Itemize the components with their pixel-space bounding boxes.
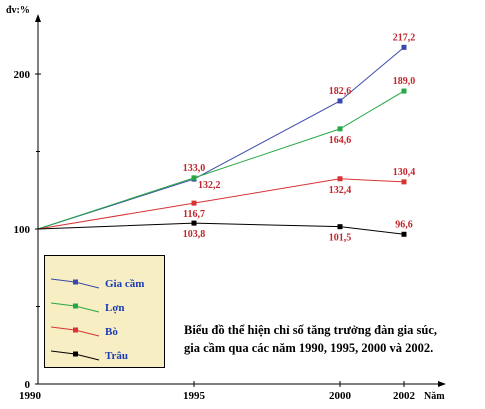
y-axis-arrow xyxy=(35,14,41,22)
legend-swatch xyxy=(50,326,100,337)
data-label: 164,6 xyxy=(329,135,352,146)
legend-swatch xyxy=(50,278,100,289)
legend-swatch-marker xyxy=(73,327,78,333)
data-point xyxy=(191,220,197,226)
data-label: 132,2 xyxy=(198,180,221,191)
x-tick-label: 1990 xyxy=(19,390,42,402)
x-axis-arrow xyxy=(438,381,446,387)
legend-label: Gia cầm xyxy=(105,278,145,290)
legend-item: Trâu xyxy=(45,348,166,366)
data-point xyxy=(191,175,197,181)
legend-swatch-marker xyxy=(73,351,78,357)
tick-labels: 0 100 200 1990 1995 2000 2002 đv:% Năm xyxy=(6,5,445,402)
data-points xyxy=(191,44,407,237)
data-label: 103,8 xyxy=(183,229,206,240)
legend-label: Lợn xyxy=(105,302,125,314)
data-label: 96,6 xyxy=(395,219,413,230)
legend-swatch xyxy=(50,302,100,313)
y-tick-label: 200 xyxy=(14,69,31,81)
data-point xyxy=(337,176,343,182)
legend-label: Trâu xyxy=(105,350,129,362)
data-point xyxy=(337,126,343,132)
y-tick-label: 0 xyxy=(25,379,31,391)
series-line xyxy=(37,90,405,230)
chart-title: Biểu đồ thể hiện chỉ số tăng trưởng đàn … xyxy=(184,321,484,357)
x-tick-label: 1995 xyxy=(183,390,206,402)
data-point xyxy=(401,231,407,237)
data-point xyxy=(337,224,343,230)
legend-item: Gia cầm xyxy=(45,276,166,294)
legend-swatch-marker xyxy=(73,279,78,285)
series-line xyxy=(37,178,405,230)
axes xyxy=(35,14,446,387)
data-label: 189,0 xyxy=(393,76,416,87)
y-axis-title: đv:% xyxy=(6,5,30,16)
data-point xyxy=(401,88,407,94)
data-label: 132,4 xyxy=(329,185,352,196)
data-point xyxy=(401,179,407,185)
data-label: 101,5 xyxy=(329,233,352,244)
legend-swatch-marker xyxy=(73,303,78,309)
x-axis-title: Năm xyxy=(424,391,445,402)
data-label: 182,6 xyxy=(329,86,352,97)
data-point xyxy=(337,98,343,104)
data-label: 130,4 xyxy=(393,167,416,178)
chart-title-line-2: gia cầm qua các năm 1990, 1995, 2000 và … xyxy=(184,341,434,355)
data-point xyxy=(401,44,407,50)
legend-label: Bò xyxy=(105,326,118,338)
legend-item: Lợn xyxy=(45,300,166,318)
data-label: 116,7 xyxy=(183,209,205,220)
legend-item: Bò xyxy=(45,324,166,342)
data-label: 133,0 xyxy=(183,163,206,174)
y-tick-label: 100 xyxy=(14,224,31,236)
data-point xyxy=(191,200,197,206)
series-line xyxy=(37,46,405,230)
chart-title-line-1: Biểu đồ thể hiện chỉ số tăng trưởng đàn … xyxy=(184,323,438,337)
data-label: 217,2 xyxy=(393,32,416,43)
legend-swatch xyxy=(50,350,100,361)
legend: Gia cầm Lợn Bò Trâu xyxy=(44,255,165,368)
x-tick-label: 2002 xyxy=(393,390,416,402)
series-line xyxy=(37,222,405,235)
data-labels: 132,2 182,6 217,2 133,0 164,6 189,0 116,7 132,4… xyxy=(183,32,416,243)
x-tick-label: 2000 xyxy=(329,390,352,402)
series-lines xyxy=(37,46,405,235)
